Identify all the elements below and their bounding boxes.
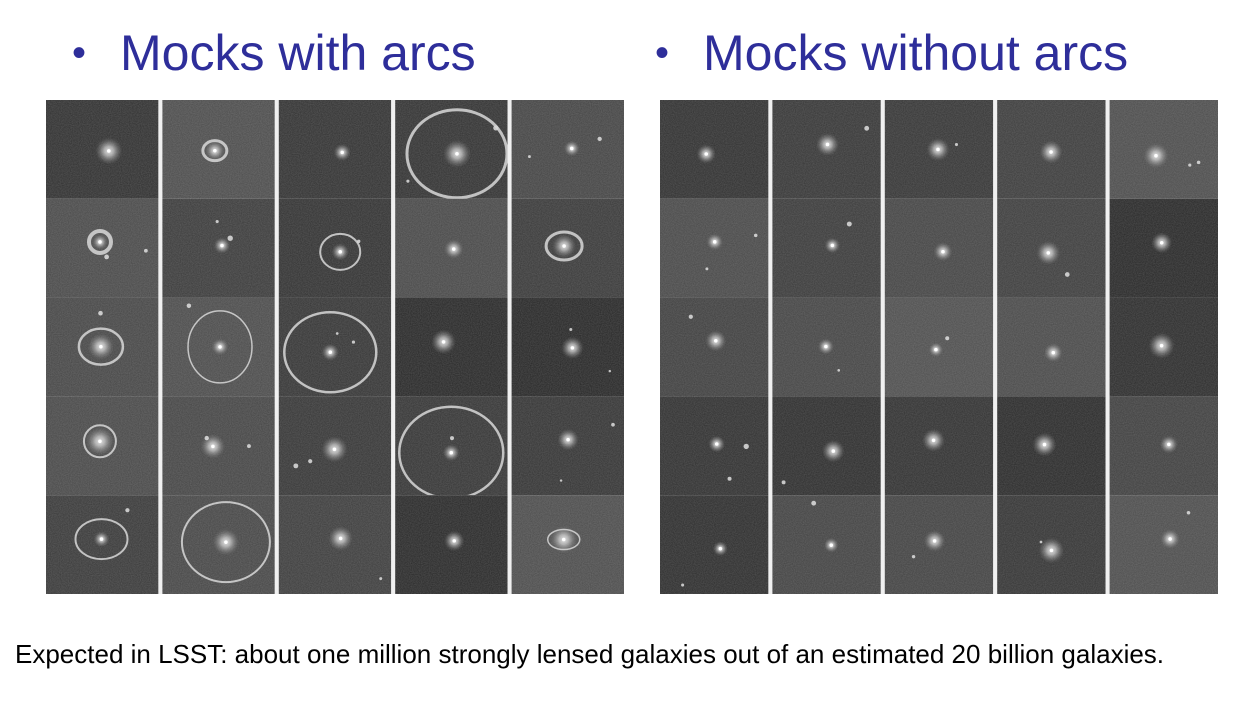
mock-cutout <box>772 198 881 298</box>
mocks-with-arcs-heading: • Mocks with arcs <box>72 18 476 88</box>
mock-cutout <box>162 396 275 496</box>
mock-cutout <box>884 396 994 496</box>
mock-cutout <box>511 100 624 199</box>
mock-cutout <box>162 100 275 199</box>
mock-cutout <box>46 198 159 298</box>
mocks-with-arcs-image-grid <box>46 100 624 594</box>
mock-cutout <box>772 297 881 397</box>
mock-cutout <box>997 297 1106 397</box>
mock-cutout <box>162 495 275 594</box>
mock-cutout <box>278 198 392 298</box>
grid-divider <box>880 100 885 594</box>
mock-cutout <box>46 495 159 594</box>
mock-cutout <box>660 396 769 496</box>
mocks-without-arcs-heading: • Mocks without arcs <box>655 18 1128 88</box>
mock-cutout <box>997 198 1106 298</box>
mock-cutout <box>46 100 159 199</box>
bullet-icon: • <box>72 31 87 75</box>
mock-cutout <box>997 396 1106 496</box>
mock-cutout <box>660 297 769 397</box>
mock-cutout <box>997 495 1106 594</box>
lsst-expectation-caption: Expected in LSST: about one million stro… <box>15 639 1165 669</box>
grid-divider <box>158 100 163 594</box>
mock-cutout <box>1109 198 1218 298</box>
mock-cutout <box>997 100 1106 199</box>
mock-cutout <box>278 297 392 397</box>
mock-cutout <box>884 100 994 199</box>
mocks-with-arcs-mosaic <box>46 100 624 594</box>
mock-cutout <box>1109 297 1218 397</box>
mock-cutout <box>1109 396 1218 496</box>
mock-cutout <box>772 100 881 199</box>
mock-cutout <box>278 100 392 199</box>
mock-cutout <box>395 495 508 594</box>
mock-cutout <box>278 396 392 496</box>
mock-cutout <box>660 100 769 199</box>
mock-cutout <box>772 396 881 496</box>
grid-divider <box>993 100 998 594</box>
mock-cutout <box>772 495 881 594</box>
mocks-without-arcs-title: Mocks without arcs <box>703 25 1129 81</box>
mock-cutout <box>278 495 392 594</box>
mock-cutout <box>395 297 508 397</box>
bullet-icon: • <box>655 31 670 75</box>
mocks-with-arcs-title: Mocks with arcs <box>120 25 476 81</box>
mock-cutout <box>162 198 275 298</box>
mocks-without-arcs-mosaic <box>660 100 1218 594</box>
mock-cutout <box>660 198 769 298</box>
mock-cutout <box>511 495 624 594</box>
mock-cutout <box>884 495 994 594</box>
grid-divider <box>274 100 279 594</box>
mock-cutout <box>884 198 994 298</box>
grid-divider <box>1105 100 1110 594</box>
mock-cutout <box>395 198 508 298</box>
mock-cutout <box>511 198 624 298</box>
mock-cutout <box>162 297 275 397</box>
mock-cutout <box>884 297 994 397</box>
mock-cutout <box>395 100 509 200</box>
grid-divider <box>768 100 773 594</box>
grid-divider <box>391 100 396 594</box>
mock-cutout <box>1109 495 1218 594</box>
mock-cutout <box>1109 100 1218 199</box>
mock-cutout <box>511 396 624 496</box>
mock-cutout <box>395 396 508 500</box>
mock-cutout <box>511 297 624 397</box>
mock-cutout <box>46 297 159 397</box>
mock-cutout <box>46 396 159 496</box>
mocks-without-arcs-image-grid <box>660 100 1218 594</box>
grid-divider <box>507 100 512 594</box>
mock-cutout <box>660 495 769 594</box>
